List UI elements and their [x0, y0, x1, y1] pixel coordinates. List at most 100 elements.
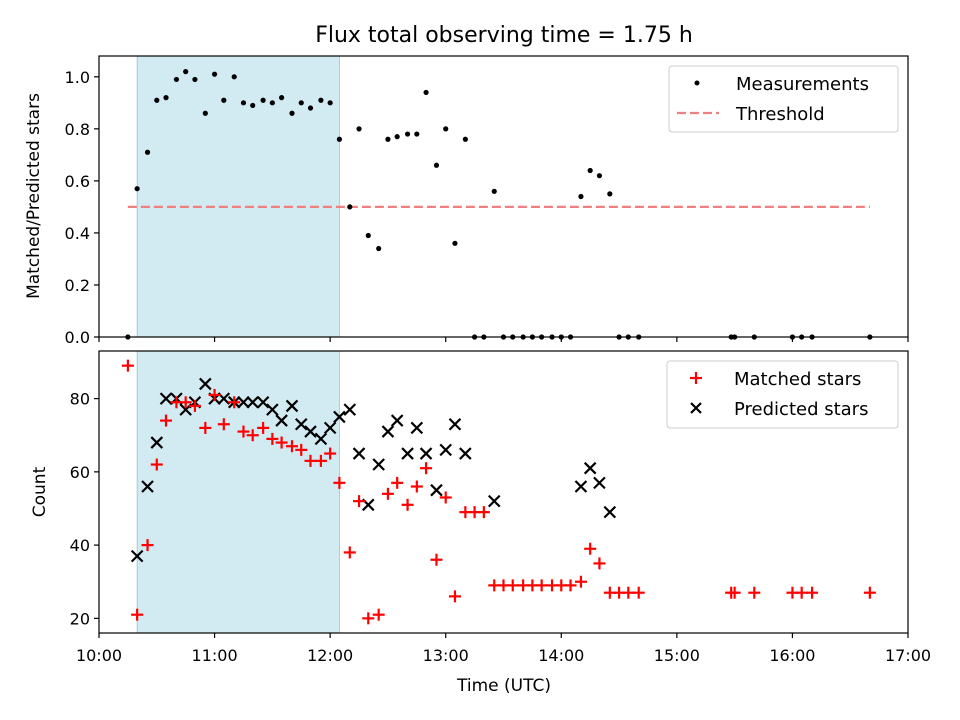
measurement-point	[240, 100, 247, 106]
matched-stars-point	[141, 539, 154, 552]
predicted-stars-point	[430, 483, 443, 497]
measurement-point	[433, 162, 440, 168]
top-x-ticks	[98, 337, 909, 342]
matched-stars-point	[574, 575, 587, 588]
matched-stars-point	[535, 579, 548, 592]
measurement-point	[578, 193, 584, 200]
matched-stars-point	[333, 476, 346, 489]
measurement-point	[394, 134, 400, 140]
matched-stars-point	[391, 476, 404, 489]
top-y-axis-label: Matched/Predicted stars	[24, 93, 44, 299]
legend-measurements-label: Measurements	[736, 74, 869, 95]
predicted-stars-point	[603, 505, 617, 519]
predicted-stars-point	[333, 410, 346, 424]
predicted-stars-point	[150, 436, 164, 449]
predicted-stars-point	[199, 377, 212, 391]
measurement-point	[365, 232, 371, 239]
measurement-point	[154, 97, 160, 103]
predicted-stars-point	[343, 403, 357, 416]
matched-stars-point	[506, 579, 519, 592]
matched-stars-point	[439, 491, 452, 504]
legend-threshold-label: Threshold	[735, 104, 825, 125]
matched-stars-point	[208, 388, 221, 401]
bottom-y-tick-label: 20	[70, 609, 90, 628]
measurement-point	[414, 131, 420, 137]
predicted-stars-point	[246, 395, 259, 409]
x-tick-label: 12:00	[307, 646, 353, 665]
top-highlight-span	[136, 55, 340, 338]
matched-stars-point	[304, 454, 317, 467]
measurement-point	[279, 95, 285, 101]
matched-stars-point	[179, 396, 192, 409]
matched-stars-point	[343, 546, 356, 559]
measurement-point	[202, 110, 208, 116]
matched-stars-points	[121, 359, 876, 625]
measurement-point	[134, 186, 140, 192]
bottom-y-ticks: 20 40 60 80	[70, 390, 99, 628]
x-tick-label: 16:00	[769, 646, 815, 665]
matched-stars-point	[728, 586, 741, 599]
matched-stars-point	[188, 399, 201, 412]
top-panel: 0.0 0.2 0.4 0.6 0.8 1.0 Matched/Predicted sta…	[24, 55, 909, 347]
measurement-point	[269, 100, 275, 106]
bottom-legend: Matched stars Predicted stars	[666, 360, 899, 429]
bottom-y-tick-label: 60	[70, 463, 90, 482]
legend-predicted-label: Predicted stars	[734, 399, 868, 420]
legend-measurements-marker	[694, 80, 700, 86]
predicted-stars-point	[314, 432, 328, 446]
measurement-point	[307, 105, 314, 111]
matched-stars-point	[593, 557, 606, 570]
predicted-stars-point	[352, 447, 366, 460]
matched-stars-point	[372, 608, 385, 621]
predicted-stars-point	[401, 447, 414, 460]
predicted-stars-point	[593, 476, 606, 490]
top-y-tick-label: 0.4	[65, 224, 90, 243]
matched-stars-point	[324, 447, 337, 460]
measurement-point	[423, 89, 429, 96]
predicted-stars-point	[237, 395, 250, 409]
predicted-stars-point	[256, 395, 270, 409]
predicted-stars-point	[381, 425, 395, 438]
measurement-point	[607, 191, 613, 197]
matched-stars-point	[150, 458, 163, 471]
measurement-point	[144, 149, 151, 155]
measurement-point	[462, 136, 468, 142]
measurement-point	[404, 131, 411, 137]
x-tick-label: 10:00	[76, 646, 122, 665]
matched-stars-point	[430, 553, 443, 566]
x-tick-label: 15:00	[654, 646, 700, 665]
bottom-x-ticks: 10:00 11:00 12:00 13:00 14:00 15:00 16:00 17:00	[76, 633, 931, 665]
matched-stars-point	[806, 586, 819, 599]
matched-stars-point	[863, 586, 876, 599]
matched-stars-point	[748, 586, 761, 599]
legend-matched-label: Matched stars	[734, 369, 861, 390]
top-y-tick-label: 1.0	[65, 68, 90, 87]
bottom-plot-frame	[98, 350, 909, 634]
predicted-stars-point	[410, 421, 424, 435]
measurement-point	[327, 100, 333, 106]
matched-stars-point	[381, 487, 394, 500]
matched-stars-point	[246, 429, 259, 442]
measurement-point	[318, 97, 324, 103]
matched-stars-point	[448, 590, 461, 603]
measurement-point	[356, 126, 362, 132]
predicted-stars-point	[439, 443, 452, 457]
predicted-stars-point	[372, 458, 385, 471]
matched-stars-point	[160, 414, 173, 427]
x-tick-label: 14:00	[538, 646, 584, 665]
bottom-legend-box	[666, 360, 899, 429]
matched-stars-point	[477, 506, 490, 519]
predicted-stars-point	[275, 414, 288, 427]
matched-stars-point	[564, 579, 577, 592]
matched-stars-point	[420, 462, 433, 475]
top-y-tick-label: 0.0	[65, 328, 90, 347]
matched-stars-point	[275, 436, 288, 449]
x-tick-label: 11:00	[192, 646, 238, 665]
matched-stars-point	[286, 440, 299, 453]
legend-matched-marker	[690, 372, 702, 384]
measurement-point	[491, 188, 497, 194]
measurement-point	[221, 97, 227, 103]
matched-stars-point	[237, 425, 250, 438]
